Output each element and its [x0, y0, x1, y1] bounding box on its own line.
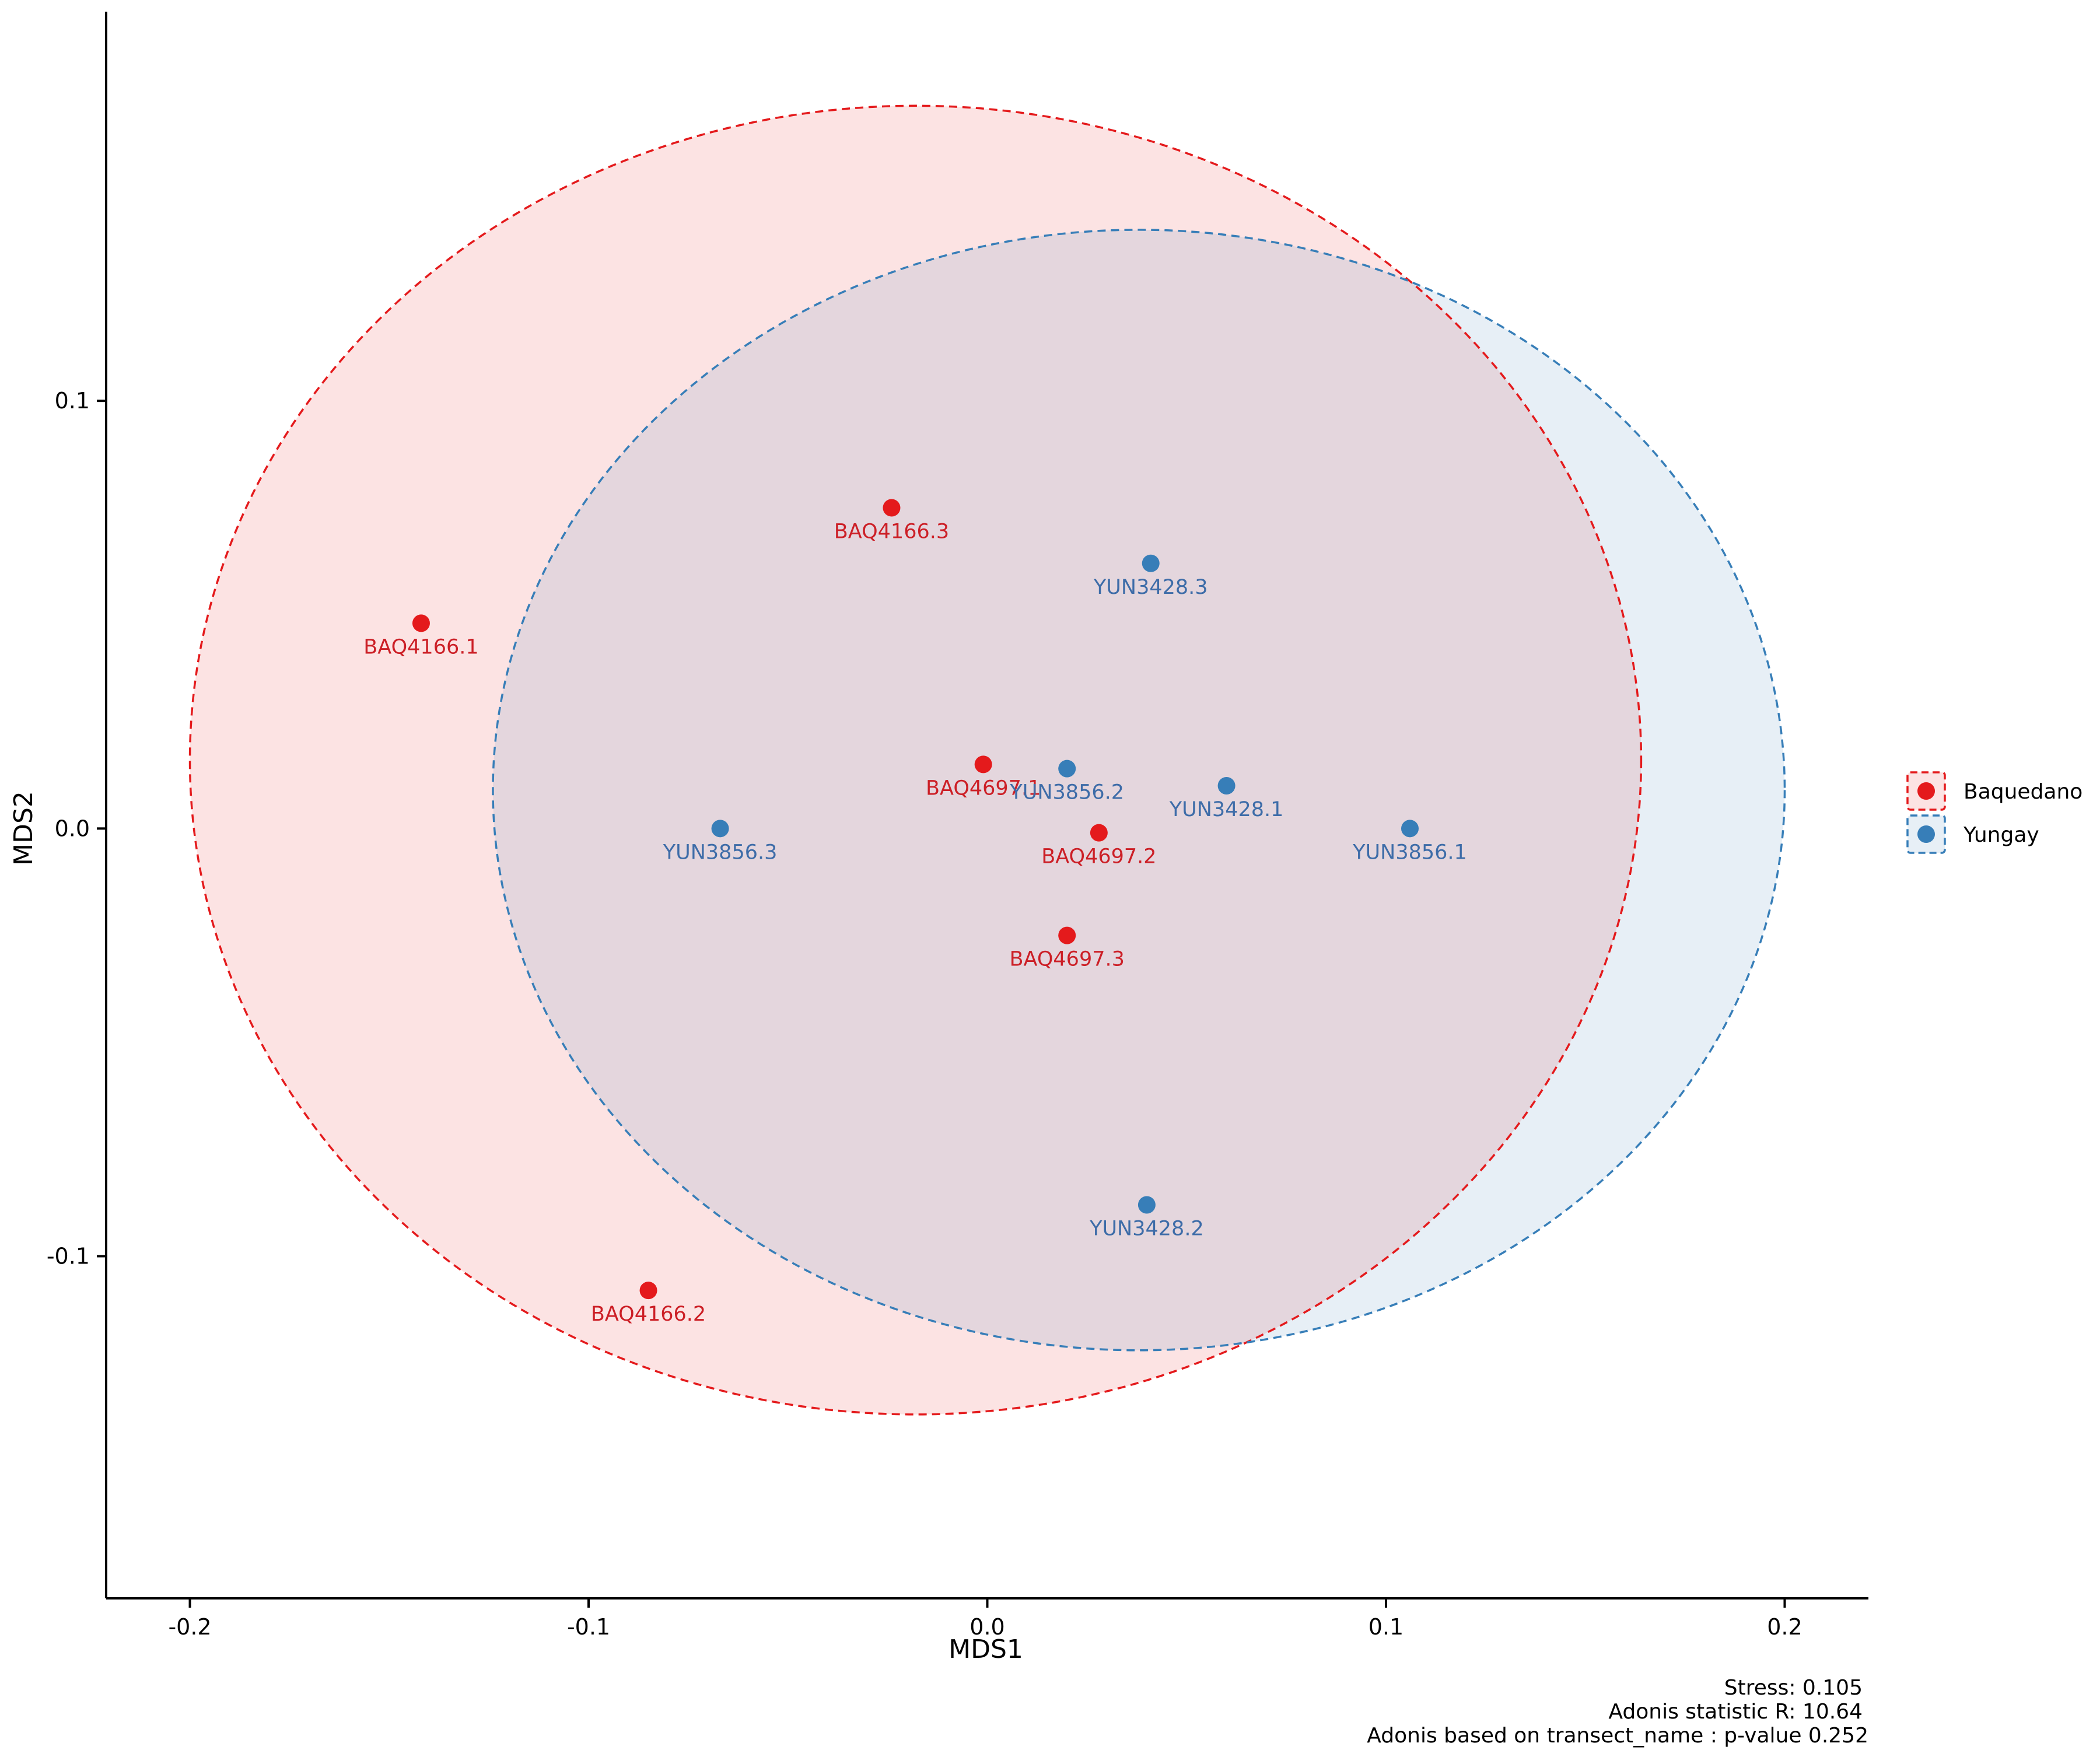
- ellipse-outline-yungay: [492, 229, 1786, 1352]
- y-axis-title: MDS2: [9, 791, 38, 866]
- point-baq4166-2: [639, 1282, 657, 1300]
- point-baq4166-3: [883, 499, 901, 517]
- data-points: [412, 499, 1419, 1300]
- y-ticks: -0.1 0.0 0.1: [47, 388, 106, 1269]
- point-baq4697-2: [1090, 824, 1108, 842]
- x-tick-label: -0.2: [168, 1614, 211, 1640]
- point-yun3428-1: [1217, 777, 1236, 795]
- point-label-baq4166-3: BAQ4166.3: [834, 520, 949, 543]
- x-tick-label: 0.2: [1767, 1614, 1802, 1640]
- point-label-yun3856-3: YUN3856.3: [663, 841, 778, 864]
- legend-marker-yungay: [1917, 825, 1935, 843]
- point-baq4166-1: [412, 614, 430, 632]
- ellipse-fill-baquedano: [190, 106, 1642, 1415]
- point-label-baq4697-3: BAQ4697.3: [1010, 948, 1125, 971]
- point-labels: BAQ4166.3 BAQ4166.1 BAQ4697.1 BAQ4697.2 BAQ4…: [363, 520, 1467, 1326]
- annotation-stress: Stress: 0.105: [1724, 1676, 1863, 1700]
- y-tick-label: -0.1: [47, 1243, 90, 1269]
- point-label-yun3856-2: YUN3856.2: [1009, 781, 1124, 804]
- legend: Baquedano Yungay: [1906, 771, 2082, 854]
- point-yun3856-3: [711, 820, 729, 838]
- point-yun3856-1: [1401, 820, 1419, 838]
- point-label-yun3856-1: YUN3856.1: [1352, 841, 1467, 864]
- legend-marker-baquedano: [1917, 782, 1935, 800]
- x-tick-label: 0.1: [1368, 1614, 1404, 1640]
- annotation-adonis-r: Adonis statistic R: 10.64: [1608, 1700, 1863, 1724]
- point-yun3428-3: [1142, 554, 1160, 572]
- point-label-baq4166-2: BAQ4166.2: [591, 1303, 706, 1326]
- point-label-baq4697-2: BAQ4697.2: [1041, 845, 1156, 869]
- x-axis-title: MDS1: [949, 1634, 1023, 1664]
- point-label-baq4166-1: BAQ4166.1: [363, 635, 478, 659]
- x-ticks: -0.2 -0.1 0.0 0.1 0.2: [168, 1598, 1803, 1640]
- annotation-adonis-pvalue: Adonis based on transect_name : p-value …: [1367, 1724, 1868, 1748]
- point-baq4697-1: [974, 755, 992, 774]
- point-label-yun3428-2: YUN3428.2: [1089, 1217, 1204, 1240]
- point-label-yun3428-3: YUN3428.3: [1093, 576, 1208, 599]
- group-ellipses: [188, 104, 1786, 1416]
- point-baq4697-3: [1058, 926, 1076, 944]
- legend-label-yungay: Yungay: [1963, 823, 2039, 847]
- legend-label-baquedano: Baquedano: [1964, 780, 2082, 804]
- y-tick-label: 0.1: [55, 388, 90, 414]
- ellipse-fill-yungay: [492, 229, 1785, 1350]
- x-tick-label: -0.1: [567, 1614, 610, 1640]
- y-tick-label: 0.0: [55, 816, 90, 841]
- ellipse-outline-baquedano: [188, 104, 1643, 1416]
- point-yun3428-2: [1138, 1196, 1156, 1214]
- point-label-baq4697-1: BAQ4697.1: [926, 776, 1041, 800]
- point-yun3856-2: [1058, 760, 1076, 778]
- x-tick-label: 0.0: [970, 1614, 1005, 1640]
- point-label-yun3428-1: YUN3428.1: [1169, 798, 1284, 821]
